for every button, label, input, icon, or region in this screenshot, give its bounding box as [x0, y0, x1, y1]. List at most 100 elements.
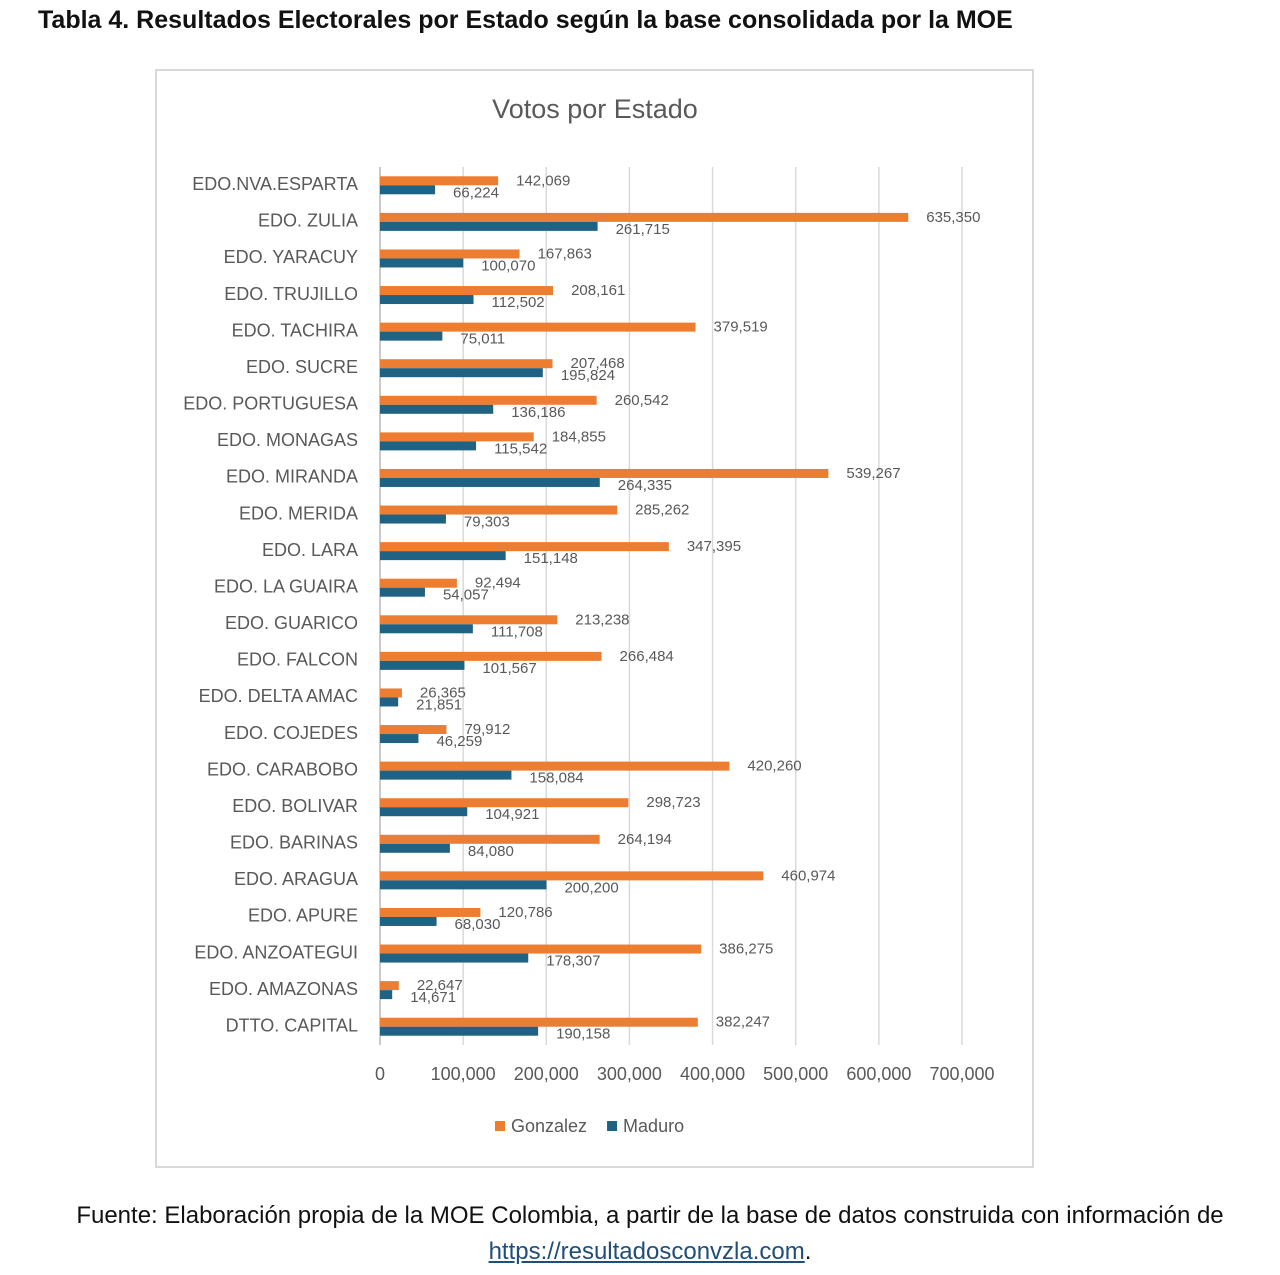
- x-tick-label: 600,000: [846, 1064, 911, 1084]
- value-label: 92,494: [475, 575, 521, 592]
- bar: [380, 258, 464, 268]
- value-label: 22,647: [417, 977, 463, 994]
- y-tick-label: EDO. ZULIA: [258, 211, 358, 231]
- y-tick-label: EDO. FALCON: [237, 650, 358, 670]
- bar: [380, 770, 512, 780]
- value-label: 26,365: [420, 684, 466, 701]
- bar: [380, 551, 506, 561]
- bar: [380, 880, 547, 890]
- bar: [380, 432, 534, 442]
- y-tick-label: EDO. CARABOBO: [207, 759, 358, 779]
- value-label: 207,468: [570, 355, 624, 372]
- bar: [380, 1017, 698, 1027]
- bar: [380, 176, 499, 186]
- bar: [380, 331, 443, 341]
- bar: [380, 542, 669, 552]
- value-label: 420,260: [747, 758, 801, 775]
- source-end: .: [804, 1238, 812, 1265]
- legend-swatch: [607, 1121, 618, 1131]
- bar: [380, 807, 468, 817]
- y-tick-label: EDO. ANZOATEGUI: [194, 942, 358, 962]
- bar: [380, 688, 402, 698]
- value-label: 21,851: [416, 696, 462, 713]
- value-label: 460,974: [781, 867, 835, 884]
- chart-frame: [155, 69, 1034, 1168]
- value-label: 167,863: [538, 245, 592, 262]
- bar: [380, 981, 399, 991]
- y-tick-label: EDO. ARAGUA: [234, 869, 358, 889]
- bar: [380, 468, 829, 478]
- x-tick-label: 100,000: [431, 1064, 496, 1084]
- y-tick-label: DTTO. CAPITAL: [226, 1015, 358, 1035]
- value-label: 120,786: [498, 904, 552, 921]
- legend-swatch: [495, 1121, 505, 1131]
- value-label: 178,307: [546, 953, 600, 970]
- value-label: 79,303: [464, 514, 510, 531]
- value-label: 66,224: [453, 184, 499, 201]
- y-tick-label: EDO. BOLIVAR: [232, 796, 358, 816]
- source-link[interactable]: https://resultadosconvzla.com: [488, 1238, 805, 1265]
- bar: [380, 660, 465, 670]
- y-tick-label: EDO. APURE: [248, 906, 358, 926]
- chart: Votos por Estado 0 100,000 200,000 300,000 4…: [155, 69, 1034, 1168]
- bar: [380, 295, 474, 305]
- value-label: 190,158: [556, 1026, 610, 1043]
- bar: [380, 477, 600, 487]
- bar: [380, 368, 543, 378]
- bar: [380, 798, 629, 808]
- source-text: Fuente: Elaboración propia de la MOE Col…: [76, 1202, 1224, 1229]
- bar: [380, 843, 450, 853]
- value-label: 213,238: [575, 611, 629, 628]
- y-tick-label: EDO. GUARICO: [225, 613, 358, 633]
- x-tick-label: 400,000: [680, 1064, 745, 1084]
- value-label: 298,723: [646, 794, 700, 811]
- bar: [380, 871, 764, 881]
- bar: [380, 249, 520, 259]
- value-label: 104,921: [485, 806, 539, 823]
- bar: [380, 907, 481, 917]
- value-label: 539,267: [846, 465, 900, 482]
- value-label: 195,824: [561, 367, 615, 384]
- y-tick-label: EDO. PORTUGUESA: [183, 394, 358, 414]
- y-tick-label: EDO. SUCRE: [246, 357, 358, 377]
- y-tick-label: EDO. YARACUY: [224, 247, 358, 267]
- value-label: 151,148: [524, 550, 578, 567]
- bar: [380, 185, 436, 195]
- bar: [380, 587, 425, 597]
- bar: [380, 953, 529, 963]
- value-label: 158,084: [529, 770, 583, 787]
- source-note: Fuente: Elaboración propia de la MOE Col…: [30, 1198, 1270, 1270]
- bar: [380, 916, 437, 926]
- value-label: 264,335: [618, 477, 672, 494]
- value-label: 382,247: [716, 1014, 770, 1031]
- bar: [380, 404, 494, 414]
- legend-label: Gonzalez: [511, 1116, 587, 1136]
- value-label: 200,200: [564, 879, 618, 896]
- y-tick-label: EDO. TRUJILLO: [224, 284, 358, 304]
- value-label: 264,194: [618, 831, 672, 848]
- bar: [380, 624, 473, 634]
- bar: [380, 578, 457, 588]
- bar: [380, 441, 477, 451]
- bar: [380, 725, 447, 735]
- value-label: 266,484: [620, 648, 674, 665]
- value-label: 347,395: [687, 538, 741, 555]
- y-tick-label: EDO. COJEDES: [224, 723, 358, 743]
- value-label: 68,030: [455, 916, 501, 933]
- y-tick-label: EDO. MONAGAS: [217, 430, 358, 450]
- y-tick-label: EDO.NVA.ESPARTA: [192, 174, 358, 194]
- value-label: 260,542: [615, 392, 669, 409]
- value-label: 79,912: [464, 721, 510, 738]
- bar: [380, 1026, 539, 1036]
- value-label: 112,502: [492, 294, 545, 311]
- value-label: 285,262: [635, 502, 689, 519]
- value-label: 14,671: [410, 989, 456, 1006]
- bar: [380, 734, 419, 744]
- x-tick-label: 0: [375, 1064, 385, 1084]
- value-label: 111,708: [491, 623, 543, 640]
- bar: [380, 990, 393, 1000]
- y-tick-label: EDO. LARA: [262, 540, 358, 560]
- value-label: 54,057: [443, 587, 489, 604]
- bar: [380, 697, 399, 707]
